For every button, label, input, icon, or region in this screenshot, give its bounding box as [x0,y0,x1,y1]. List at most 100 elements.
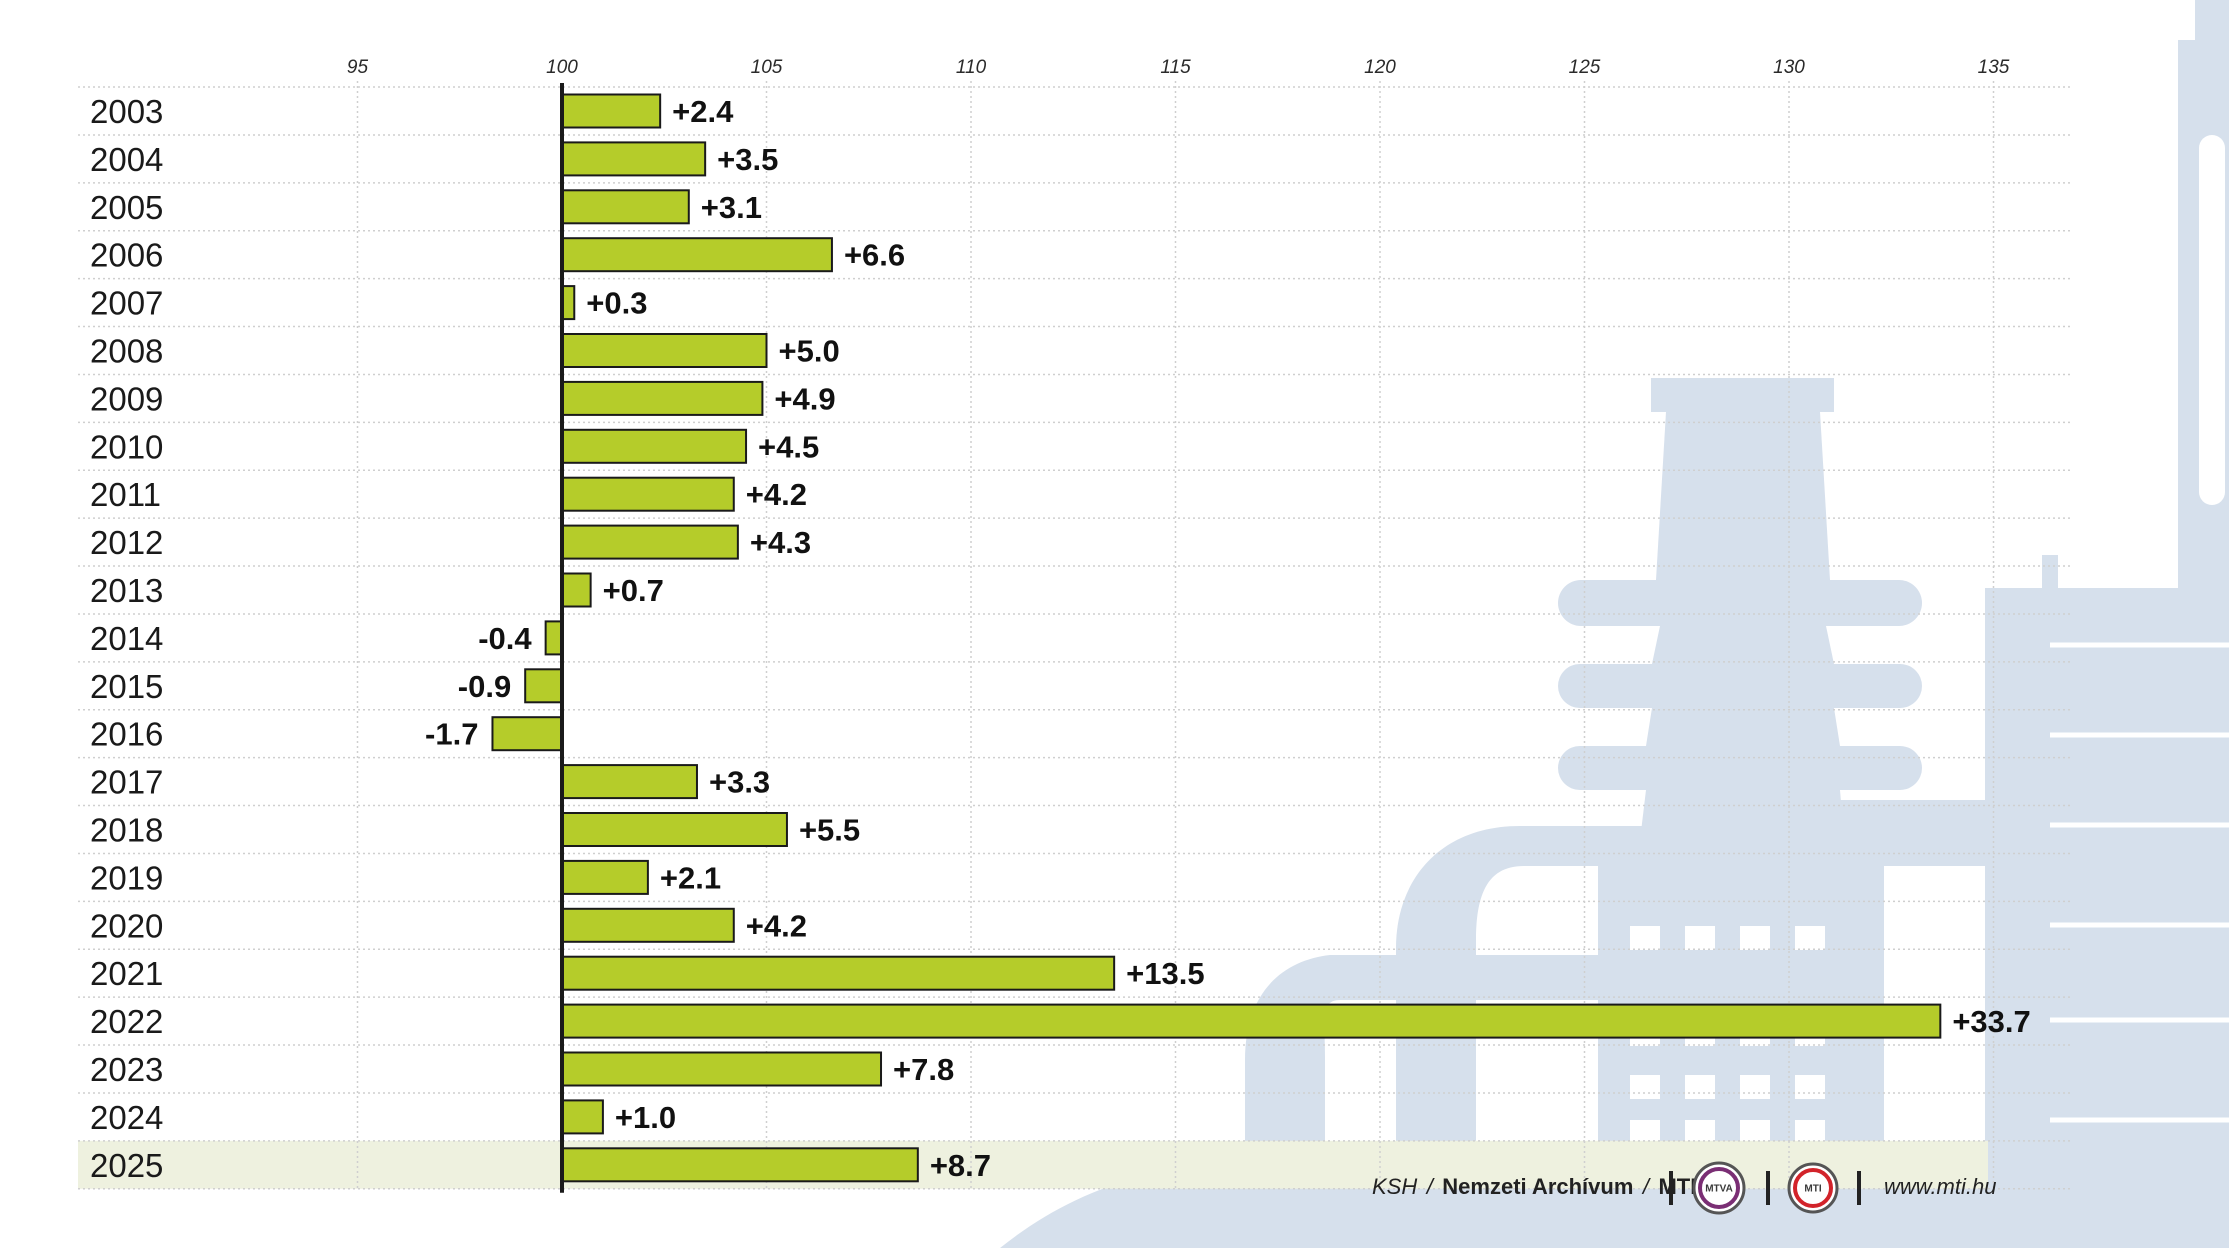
source-website: www.mti.hu [1884,1174,1996,1199]
bar-2019 [561,859,649,895]
x-tick-label: 120 [1364,57,1396,78]
value-label-2017: +3.3 [709,765,770,800]
x-tick-label: 105 [751,57,783,78]
year-label-2018: 2018 [90,812,163,849]
year-label-2004: 2004 [90,141,163,178]
year-label-2022: 2022 [90,1003,163,1040]
x-axis-ticks: 95 100 105 110 115 120 125 130 135 [347,57,2010,78]
value-label-2011: +4.2 [746,477,807,512]
bar-2023 [561,1051,883,1087]
year-label-2024: 2024 [90,1099,163,1136]
bar-2015 [524,668,564,704]
grid-layer [78,81,2072,1190]
year-label-2017: 2017 [90,764,163,801]
bar-2014 [544,620,564,656]
year-label-2012: 2012 [90,524,163,561]
value-label-2012: +4.3 [750,525,811,560]
bar-2010 [561,428,748,464]
value-label-2024: +1.0 [615,1100,676,1135]
bar-2004 [561,141,707,177]
x-tick-label: 115 [1160,57,1191,78]
year-label-2023: 2023 [90,1051,163,1088]
x-tick-label: 130 [1773,57,1805,78]
year-label-2007: 2007 [90,285,163,322]
year-label-2003: 2003 [90,93,163,130]
value-label-2014: -0.4 [478,621,532,656]
source-divider-2 [1766,1171,1770,1205]
bar-2021 [561,955,1116,991]
bar-2011 [561,476,735,512]
bar-2020 [561,907,735,943]
value-label-2016: -1.7 [425,717,478,752]
source-separator-1: / [1425,1174,1435,1199]
x-tick-label: 95 [347,57,369,78]
year-label-2006: 2006 [90,237,163,274]
bar-2003 [561,93,662,129]
value-label-2004: +3.5 [717,142,778,177]
bar-2018 [561,812,788,847]
year-label-2014: 2014 [90,620,163,657]
source-archive: Nemzeti Archívum [1442,1174,1633,1199]
factory-bands [2050,642,2229,1123]
source-separator-2: / [1641,1174,1651,1199]
factory-illustration-icon [1000,0,2229,1248]
bar-2024 [561,1099,604,1135]
value-label-2020: +4.2 [746,908,807,943]
year-label-2008: 2008 [90,333,163,370]
category-labels: 2003 2004 2005 2006 2007 2008 2009 2010 2011 2012… [90,93,163,1184]
bar-2012 [561,524,739,560]
value-label-2025: +8.7 [930,1148,991,1183]
bar-2008 [561,333,768,368]
year-label-2021: 2021 [90,955,163,992]
year-label-2016: 2016 [90,716,163,753]
source-credit: KSH / Nemzeti Archívum / MTI MTVA MTI ww… [1372,1161,1996,1215]
source-divider-1 [1669,1171,1673,1205]
mtva-logo-text: MTVA [1705,1184,1733,1195]
year-label-2011: 2011 [90,476,161,513]
year-label-2010: 2010 [90,428,163,465]
mtva-logo-icon: MTVA [1692,1161,1746,1215]
year-label-2015: 2015 [90,668,163,705]
value-labels: +2.4 +3.5 +3.1 +6.6 +0.3 +5.0 +4.9 +4.5 +4.2 +4.3… [425,94,2031,1183]
source-mti: MTI [1658,1174,1696,1199]
value-label-2021: +13.5 [1126,956,1204,991]
year-label-2025: 2025 [90,1147,163,1184]
value-label-2008: +5.0 [779,334,840,369]
source-agency: KSH [1372,1174,1417,1199]
x-tick-label: 110 [956,57,987,78]
bar-2022 [561,1003,1942,1039]
x-tick-label: 125 [1569,57,1601,78]
bar-2025 [561,1147,919,1183]
value-label-2013: +0.7 [603,573,664,608]
year-label-2005: 2005 [90,189,163,226]
value-label-2015: -0.9 [458,669,511,704]
value-label-2009: +4.9 [774,381,835,416]
mti-logo-text: MTI [1804,1184,1821,1195]
source-divider-3 [1857,1171,1861,1205]
bar-2017 [561,764,698,800]
bar-2013 [561,572,592,608]
value-label-2022: +33.7 [1952,1004,2030,1039]
value-label-2010: +4.5 [758,429,819,464]
value-label-2005: +3.1 [701,190,762,225]
svg-text:KSH / Nemzeti: KSH / Nemzeti Archívum / MTI [1372,1174,1696,1199]
value-label-2023: +7.8 [893,1052,954,1087]
x-tick-label: 100 [546,57,578,78]
year-label-2009: 2009 [90,380,163,417]
bar-2005 [561,189,690,225]
bar-2016 [491,716,563,752]
bar-2009 [561,380,764,416]
year-label-2019: 2019 [90,859,163,896]
year-label-2013: 2013 [90,572,163,609]
mti-logo-icon: MTI [1787,1162,1839,1214]
year-label-2020: 2020 [90,907,163,944]
bar-2006 [561,237,833,273]
value-label-2019: +2.1 [660,860,721,895]
bars-layer [491,93,1942,1183]
value-label-2006: +6.6 [844,238,905,273]
value-label-2003: +2.4 [672,94,734,129]
value-label-2018: +5.5 [799,813,860,848]
x-tick-label: 135 [1978,57,2010,78]
